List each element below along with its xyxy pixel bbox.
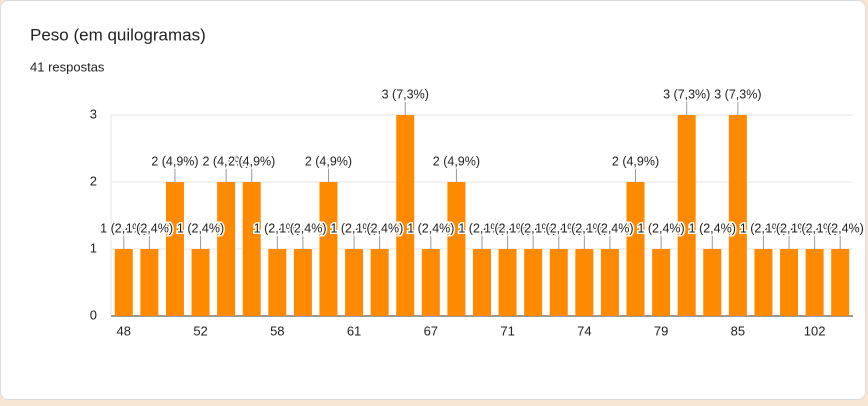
x-tick-label: 102	[804, 323, 826, 338]
bar	[345, 249, 364, 316]
bar	[217, 182, 236, 316]
value-label: 1 (2,4%)	[177, 221, 224, 235]
chart-title: Peso (em quilogramas)	[30, 25, 206, 44]
bar	[677, 115, 696, 316]
value-label: 1 (2,4%)	[356, 221, 403, 235]
value-label: 1 (2,4%)	[637, 221, 684, 235]
x-tick-label: 52	[193, 323, 207, 338]
bar	[498, 249, 517, 316]
bar	[447, 182, 466, 316]
y-tick-label: 2	[90, 173, 97, 188]
value-label: 3 (7,3%)	[714, 87, 761, 101]
value-label: 1 (2,4%)	[254, 221, 301, 235]
bar	[319, 182, 338, 316]
value-label: 1 (2,4%)	[510, 221, 557, 235]
x-tick-label: 79	[654, 323, 668, 338]
value-label: 1 (2,4%)	[407, 221, 454, 235]
bar	[703, 249, 722, 316]
x-tick-label: 85	[731, 323, 745, 338]
value-label: 1 (2,4%)	[100, 221, 147, 235]
y-tick-label: 3	[90, 106, 97, 121]
value-label: 3 (7,3%)	[382, 87, 429, 101]
bar	[524, 249, 543, 316]
chart-subtitle: 41 respostas	[30, 59, 105, 74]
bar	[831, 249, 850, 316]
bar	[600, 249, 619, 316]
value-label: 1 (2,4%)	[561, 221, 608, 235]
value-label: 1 (2,4%)	[740, 221, 787, 235]
value-label: 1 (2,4%)	[689, 221, 736, 235]
bar	[242, 182, 261, 316]
x-tick-label: 58	[270, 323, 284, 338]
bar	[396, 115, 415, 316]
x-tick-label: 71	[500, 323, 514, 338]
bar	[473, 249, 491, 316]
y-tick-label: 0	[90, 307, 97, 322]
value-label: 2 (4,9%)	[433, 154, 480, 168]
x-tick-label: 74	[577, 323, 591, 338]
bar	[293, 249, 312, 316]
bar	[754, 249, 773, 316]
value-label: 2 (4,9%)	[305, 154, 352, 168]
y-tick-label: 1	[90, 240, 97, 255]
value-label: 1 (2,4%)	[586, 221, 633, 235]
value-label: 1 (2,4%)	[126, 221, 173, 235]
value-label: 2 (4,9%)	[203, 154, 250, 168]
value-label: 1 (2,4%)	[484, 221, 531, 235]
value-label: 1 (2,4%)	[817, 221, 864, 235]
value-label: 1 (2,4%)	[458, 221, 505, 235]
bar	[421, 249, 440, 316]
bar	[728, 115, 747, 316]
x-tick-label: 48	[117, 323, 131, 338]
bar	[268, 249, 287, 316]
value-label: 1 (2,4%)	[279, 221, 326, 235]
value-label: 2 (4,9%)	[228, 154, 275, 168]
bar	[575, 249, 594, 316]
bar	[191, 249, 210, 316]
bar	[114, 249, 133, 316]
value-label: 2 (4,9%)	[151, 154, 198, 168]
value-label: 1 (2,4%)	[791, 221, 838, 235]
bar	[780, 249, 799, 316]
value-label: 2 (4,9%)	[612, 154, 659, 168]
bar	[805, 249, 824, 316]
bar	[140, 249, 159, 316]
x-tick-label: 61	[347, 323, 361, 338]
value-label: 3 (7,3%)	[663, 87, 710, 101]
value-label: 1 (2,4%)	[330, 221, 377, 235]
bar	[652, 249, 671, 316]
value-label: 1 (2,4%)	[765, 221, 812, 235]
bar	[165, 182, 184, 316]
value-label: 1 (2,4%)	[535, 221, 582, 235]
x-tick-label: 67	[424, 323, 438, 338]
bar	[549, 249, 568, 316]
bar	[626, 182, 645, 316]
bar	[370, 249, 389, 316]
